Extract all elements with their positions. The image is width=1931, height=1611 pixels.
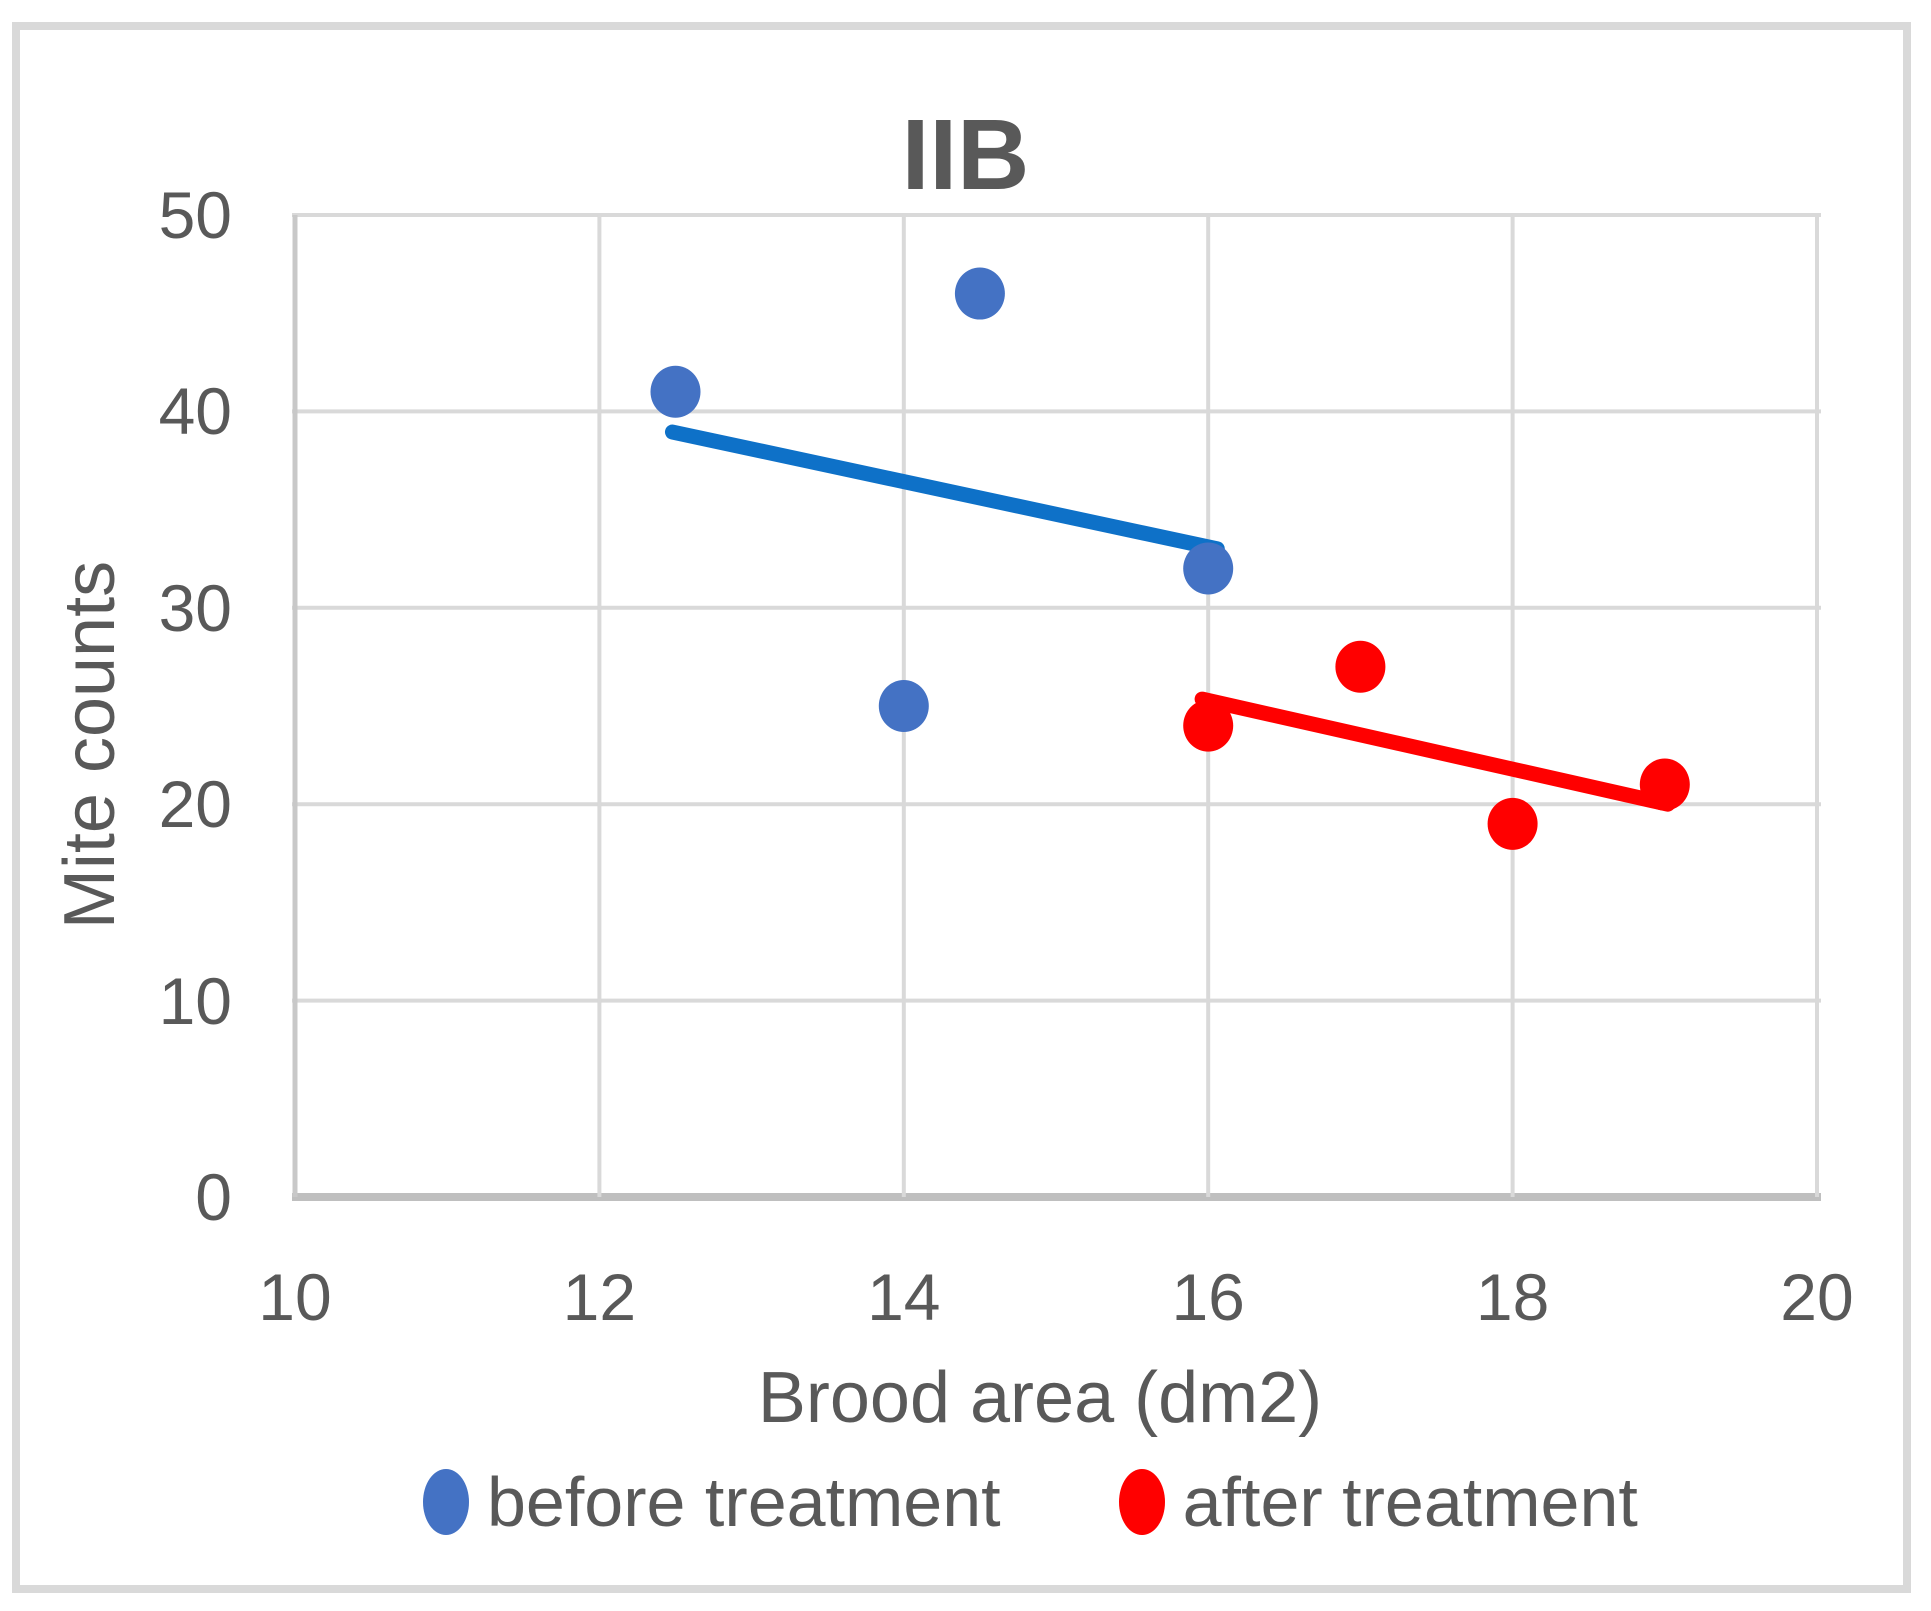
y-tick-label: 0 — [195, 1160, 232, 1234]
x-tick-label: 18 — [1475, 1260, 1550, 1334]
data-point-before-treatment — [954, 267, 1005, 320]
x-tick-label: 12 — [562, 1260, 637, 1334]
y-tick-label: 40 — [158, 374, 232, 449]
legend: before treatment after treatment — [423, 1452, 1638, 1552]
y-tick-label: 30 — [158, 570, 232, 645]
legend-item-after-treatment: after treatment — [1118, 1462, 1638, 1542]
data-point-before-treatment — [1183, 542, 1234, 595]
y-tick-label: 50 — [158, 178, 232, 252]
data-point-before-treatment — [650, 365, 701, 418]
data-point-after-treatment — [1335, 640, 1386, 693]
data-point-after-treatment — [1639, 758, 1690, 811]
trendline-after-treatment — [1194, 691, 1676, 812]
data-point-after-treatment — [1183, 699, 1234, 752]
x-axis-title: Brood area (dm2) — [757, 1358, 1323, 1438]
chart-frame — [12, 22, 1911, 1593]
x-tick-label: 16 — [1171, 1260, 1245, 1334]
data-point-after-treatment — [1487, 797, 1538, 850]
after-treatment-marker-icon — [1118, 1469, 1165, 1535]
x-tick-label: 10 — [258, 1260, 332, 1334]
before-treatment-marker-icon — [423, 1469, 469, 1535]
legend-label-after-treatment: after treatment — [1182, 1463, 1638, 1541]
legend-label-before-treatment: before treatment — [487, 1463, 1001, 1541]
trendline-before-treatment — [664, 424, 1225, 557]
y-axis-title: Mite counts — [50, 560, 130, 930]
x-tick-label: 14 — [867, 1260, 941, 1334]
x-tick-label: 20 — [1780, 1260, 1854, 1334]
chart-title: IIB — [901, 99, 1030, 211]
data-point-before-treatment — [878, 680, 929, 732]
y-tick-label: 20 — [158, 767, 232, 842]
y-tick-label: 10 — [158, 963, 232, 1038]
legend-item-before-treatment: before treatment — [423, 1462, 1001, 1542]
